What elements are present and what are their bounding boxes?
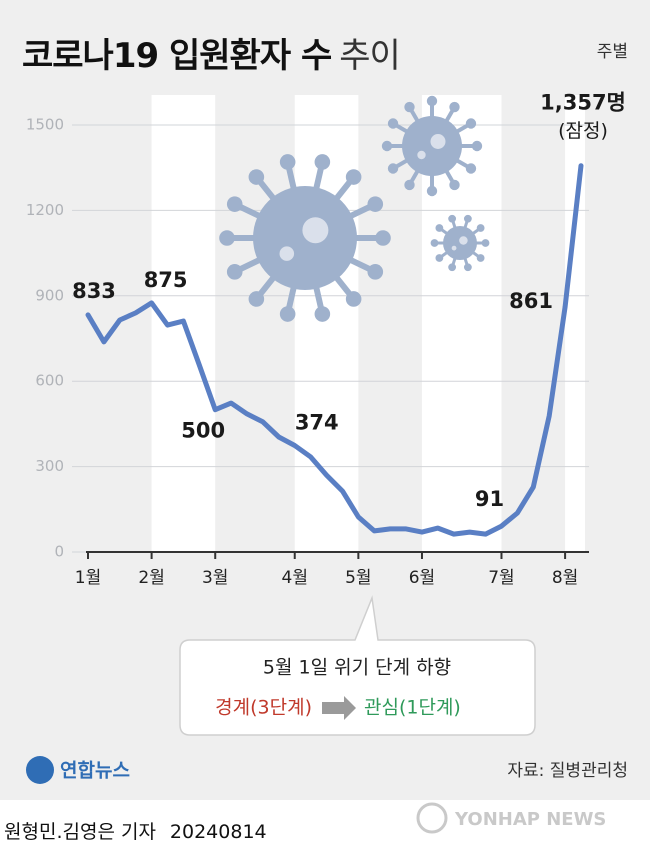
watermark: YONHAP NEWS [454,809,606,830]
value-label: 833 [72,279,116,303]
virus-spot [459,236,468,245]
callout-arrow [322,696,356,720]
virus-knob [481,239,490,247]
y-tick-label: 900 [35,286,64,304]
virus-spot [302,217,329,244]
x-tick-label: 6월 [409,568,435,588]
virus-knob [314,154,331,170]
virus-knob [279,154,296,170]
logo: 연합뉴스 [60,760,130,782]
virus-spot [417,150,426,160]
month-band [565,95,585,552]
x-tick-label: 1월 [75,568,101,588]
annotation: (잠정) [558,120,608,142]
virus-knob [463,263,472,272]
x-tick-label: 7월 [488,568,514,588]
chart-title: 코로나19 입원환자 수 추이 [22,36,400,76]
virus-knob [314,306,331,322]
value-label: 1,357명 [540,91,626,115]
byline: 원형민.김영은 기자 20240814 [4,821,267,843]
virus-knob [248,169,265,185]
virus-knob [426,95,438,107]
virus-knob [471,140,483,152]
callout-box [179,595,536,736]
virus-spot [279,246,295,261]
value-label: 374 [295,411,339,435]
byline-name: 원형민.김영은 기자 [4,821,156,843]
y-tick-label: 1200 [26,201,64,219]
y-tick-label: 0 [54,543,64,561]
virus-knob [449,101,460,113]
virus-knob [345,291,362,307]
data-line [85,163,584,537]
virus-knob [375,230,391,246]
x-tick-label: 4월 [282,568,308,588]
title-suffix: 추이 [339,36,400,76]
virus-knob [463,214,472,223]
virus-knob [387,118,399,129]
logo-mark [26,756,54,784]
title-main: 코로나19 입원환자 수 [22,36,332,76]
callout-title: 5월 1일 위기 단계 하향 [263,657,451,679]
virus-knob [367,196,384,212]
virus-spot [451,245,457,251]
x-tick-label: 3월 [202,568,228,588]
virus-knob [449,179,460,191]
y-tick-label: 1500 [26,116,64,134]
virus-spot [430,134,446,149]
value-label: 861 [509,289,553,313]
x-tick-label: 2월 [138,568,164,588]
callout-to: 관심(1단계) [364,697,461,719]
source: 자료: 질병관리청 [507,761,628,781]
virus-knob [279,306,296,322]
virus-knob [465,118,477,129]
virus-knob [476,254,485,262]
virus-knob [435,224,444,232]
watermark-mark [416,802,448,834]
grid: 0 300 600 900 1200 1500 [26,116,589,561]
virus-knob [426,185,438,197]
virus-knob [226,196,243,212]
virus-knob [226,264,243,280]
virus-knob [404,179,415,191]
virus-knob [387,163,399,174]
virus-knob [448,214,457,223]
virus-knob [367,264,384,280]
date: 20240814 [170,821,267,843]
virus-knob [465,163,477,174]
virus-knob [404,101,415,113]
virus-decor [219,95,490,322]
x-tick-label: 8월 [552,568,578,588]
plot: 1월 2월 3월 4월 5월 6월 7월 8월 833 875 500 374 91 861 1,357명 (… [72,91,626,588]
virus-knob [435,254,444,262]
period-label: 주별 [597,42,628,62]
virus-knob [476,224,485,232]
value-label: 500 [181,419,225,443]
y-tick-label: 300 [35,457,64,475]
virus-knob [345,169,362,185]
value-label: 875 [144,268,188,292]
virus-knob [248,291,265,307]
virus-knob [448,263,457,272]
virus-knob [430,239,439,247]
virus-knob [381,140,393,152]
y-tick-label: 600 [35,372,64,390]
x-tick-label: 5월 [345,568,371,588]
virus-knob [219,230,235,246]
value-label: 91 [475,487,504,511]
callout-from: 경계(3단계) [215,697,312,719]
